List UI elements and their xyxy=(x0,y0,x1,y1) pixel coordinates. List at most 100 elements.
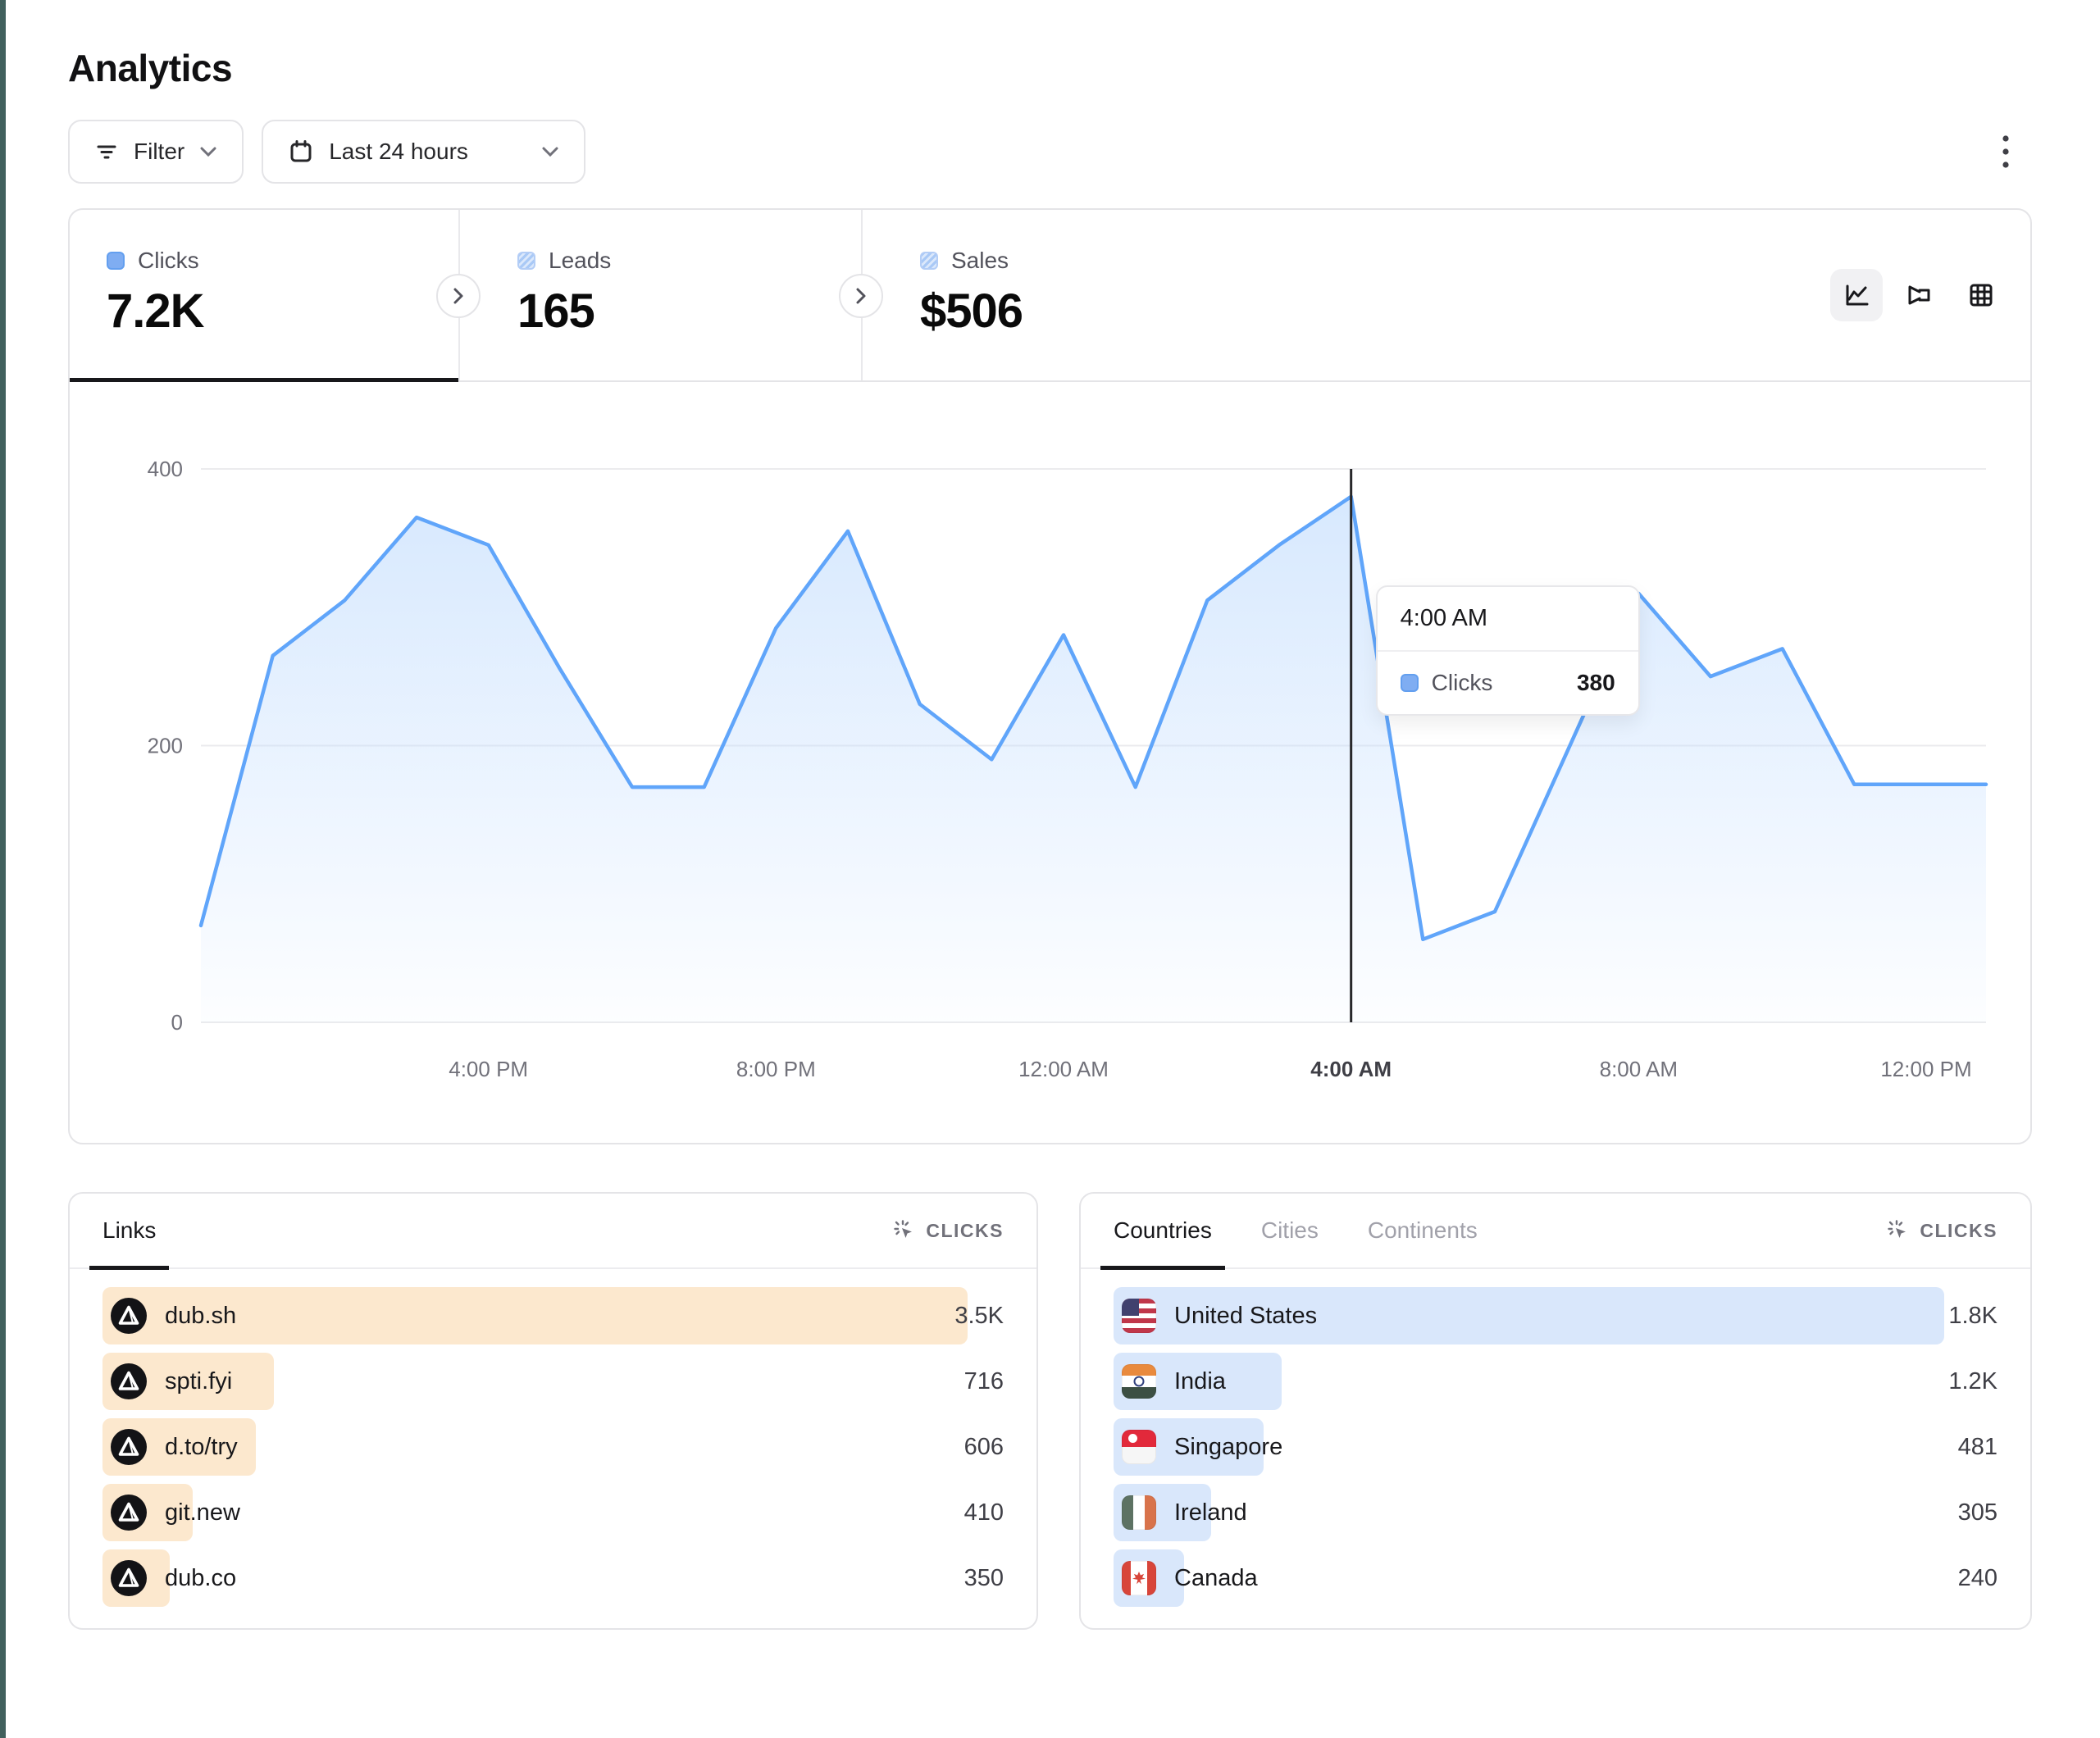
chart-tooltip: 4:00 AM Clicks 380 xyxy=(1375,585,1640,716)
tooltip-series-swatch xyxy=(1400,674,1419,692)
funnel-chart-view-button[interactable] xyxy=(1893,269,1945,321)
table-grid-icon xyxy=(1966,280,1996,310)
svg-text:4:00 AM: 4:00 AM xyxy=(1310,1057,1392,1081)
country-row[interactable]: Ireland 305 xyxy=(1114,1484,1998,1541)
link-clicks-value: 410 xyxy=(963,1499,1004,1526)
country-label: United States xyxy=(1174,1302,1318,1329)
tab-links[interactable]: Links xyxy=(89,1193,170,1270)
expand-leads-button[interactable] xyxy=(839,274,883,318)
leads-tab-label: Leads xyxy=(549,248,612,273)
sales-tab-value: $506 xyxy=(920,284,1023,338)
sales-tab-label: Sales xyxy=(951,248,1009,273)
country-label: India xyxy=(1174,1367,1226,1394)
link-row[interactable]: dub.sh 3.5K xyxy=(102,1287,1004,1344)
tab-cities[interactable]: Cities xyxy=(1248,1193,1332,1268)
line-chart-view-button[interactable] xyxy=(1830,269,1883,321)
country-bar xyxy=(1114,1287,1945,1344)
cursor-click-icon xyxy=(1887,1219,1910,1242)
dub-logo-icon xyxy=(111,1298,147,1334)
dub-logo-icon xyxy=(111,1429,147,1465)
countries-panel: Countries Cities Continents xyxy=(1079,1192,2032,1630)
svg-text:12:00 AM: 12:00 AM xyxy=(1018,1057,1109,1081)
link-label: d.to/try xyxy=(165,1433,238,1460)
country-label: Ireland xyxy=(1174,1499,1247,1526)
funnel-chart-icon xyxy=(1904,280,1934,310)
filter-icon xyxy=(94,139,119,164)
date-range-button[interactable]: Last 24 hours xyxy=(262,120,586,184)
more-options-button[interactable] xyxy=(1979,120,2032,184)
line-chart-icon xyxy=(1842,280,1871,310)
kebab-menu-icon xyxy=(2000,133,2011,171)
ie-flag-icon xyxy=(1122,1495,1156,1530)
country-label: Singapore xyxy=(1174,1433,1283,1460)
svg-text:8:00 AM: 8:00 AM xyxy=(1600,1057,1678,1081)
link-label: git.new xyxy=(165,1499,240,1526)
links-tab-label: Links xyxy=(102,1217,157,1243)
chevron-down-icon xyxy=(541,146,559,157)
country-row[interactable]: Singapore 481 xyxy=(1114,1418,1998,1476)
expand-clicks-button[interactable] xyxy=(436,274,481,318)
leads-tab-value: 165 xyxy=(517,284,595,338)
countries-metric-selector[interactable]: CLICKS xyxy=(1887,1219,1998,1242)
cursor-click-icon xyxy=(893,1219,916,1242)
links-panel-header: Links CLICKS xyxy=(70,1193,1036,1270)
svg-text:400: 400 xyxy=(148,457,183,481)
dub-logo-icon xyxy=(111,1560,147,1596)
link-label: spti.fyi xyxy=(165,1367,233,1394)
us-flag-icon xyxy=(1122,1299,1156,1333)
sales-legend-swatch xyxy=(920,252,938,270)
clicks-area-chart[interactable]: 0 200 400 4:00 PM 8:00 PM 12:00 AM 4:00 AM 8:00… xyxy=(70,382,2030,1143)
tab-clicks[interactable]: Clicks 7.2K xyxy=(70,210,458,382)
tab-leads[interactable]: Leads 165 xyxy=(458,210,861,380)
y-axis-labels: 0 200 400 xyxy=(148,457,183,1035)
clicks-area-fill xyxy=(201,496,1986,1022)
table-view-button[interactable] xyxy=(1955,269,2007,321)
filter-button[interactable]: Filter xyxy=(68,120,244,184)
country-label: Canada xyxy=(1174,1564,1258,1591)
analytics-chart-card: Clicks 7.2K Leads 165 Sales $506 xyxy=(68,208,2032,1144)
clicks-line xyxy=(198,494,1988,942)
left-edge-strip xyxy=(0,0,6,1738)
dub-logo-icon xyxy=(111,1495,147,1531)
ca-flag-icon xyxy=(1122,1561,1156,1595)
link-clicks-value: 606 xyxy=(963,1433,1004,1460)
countries-tab-label: Countries xyxy=(1114,1217,1212,1243)
country-row[interactable]: India 1.2K xyxy=(1114,1353,1998,1410)
link-row[interactable]: d.to/try 606 xyxy=(102,1418,1004,1476)
country-row[interactable]: Canada 240 xyxy=(1114,1549,1998,1607)
tab-countries[interactable]: Countries xyxy=(1100,1193,1225,1270)
tab-continents[interactable]: Continents xyxy=(1355,1193,1491,1268)
svg-text:12:00 PM: 12:00 PM xyxy=(1880,1057,1971,1081)
link-clicks-value: 350 xyxy=(963,1564,1004,1591)
link-row[interactable]: git.new 410 xyxy=(102,1484,1004,1541)
date-range-label: Last 24 hours xyxy=(329,139,468,164)
clicks-tab-label: Clicks xyxy=(138,248,199,273)
country-clicks-value: 240 xyxy=(1957,1564,1998,1591)
cities-tab-label: Cities xyxy=(1260,1217,1319,1243)
link-label: dub.sh xyxy=(165,1302,237,1329)
in-flag-icon xyxy=(1122,1364,1156,1399)
link-label: dub.co xyxy=(165,1564,237,1591)
links-metric-label: CLICKS xyxy=(926,1219,1004,1241)
links-list: dub.sh 3.5K spti.fyi 716 d.to/try 606 xyxy=(70,1269,1036,1628)
x-axis-labels: 4:00 PM 8:00 PM 12:00 AM 4:00 AM 8:00 AM 12:0… xyxy=(449,1057,1971,1081)
breakdown-panels: Links CLICKS xyxy=(68,1192,2032,1630)
country-row[interactable]: United States 1.8K xyxy=(1114,1287,1998,1344)
link-bar xyxy=(102,1287,968,1344)
link-row[interactable]: spti.fyi 716 xyxy=(102,1353,1004,1410)
countries-list: United States 1.8K India 1.2K Singapore … xyxy=(1081,1269,2030,1628)
links-metric-selector[interactable]: CLICKS xyxy=(893,1219,1004,1242)
svg-text:8:00 PM: 8:00 PM xyxy=(736,1057,816,1081)
continents-tab-label: Continents xyxy=(1367,1217,1478,1243)
svg-text:200: 200 xyxy=(148,734,183,758)
link-clicks-value: 716 xyxy=(963,1367,1004,1394)
countries-metric-label: CLICKS xyxy=(1920,1219,1998,1241)
chart-type-switcher xyxy=(1830,269,2007,321)
links-panel: Links CLICKS xyxy=(68,1192,1038,1630)
country-clicks-value: 481 xyxy=(1957,1433,1998,1460)
link-clicks-value: 3.5K xyxy=(954,1302,1004,1329)
sg-flag-icon xyxy=(1122,1430,1156,1464)
link-row[interactable]: dub.co 350 xyxy=(102,1549,1004,1607)
svg-text:4:00 PM: 4:00 PM xyxy=(449,1057,528,1081)
leads-legend-swatch xyxy=(517,252,535,270)
